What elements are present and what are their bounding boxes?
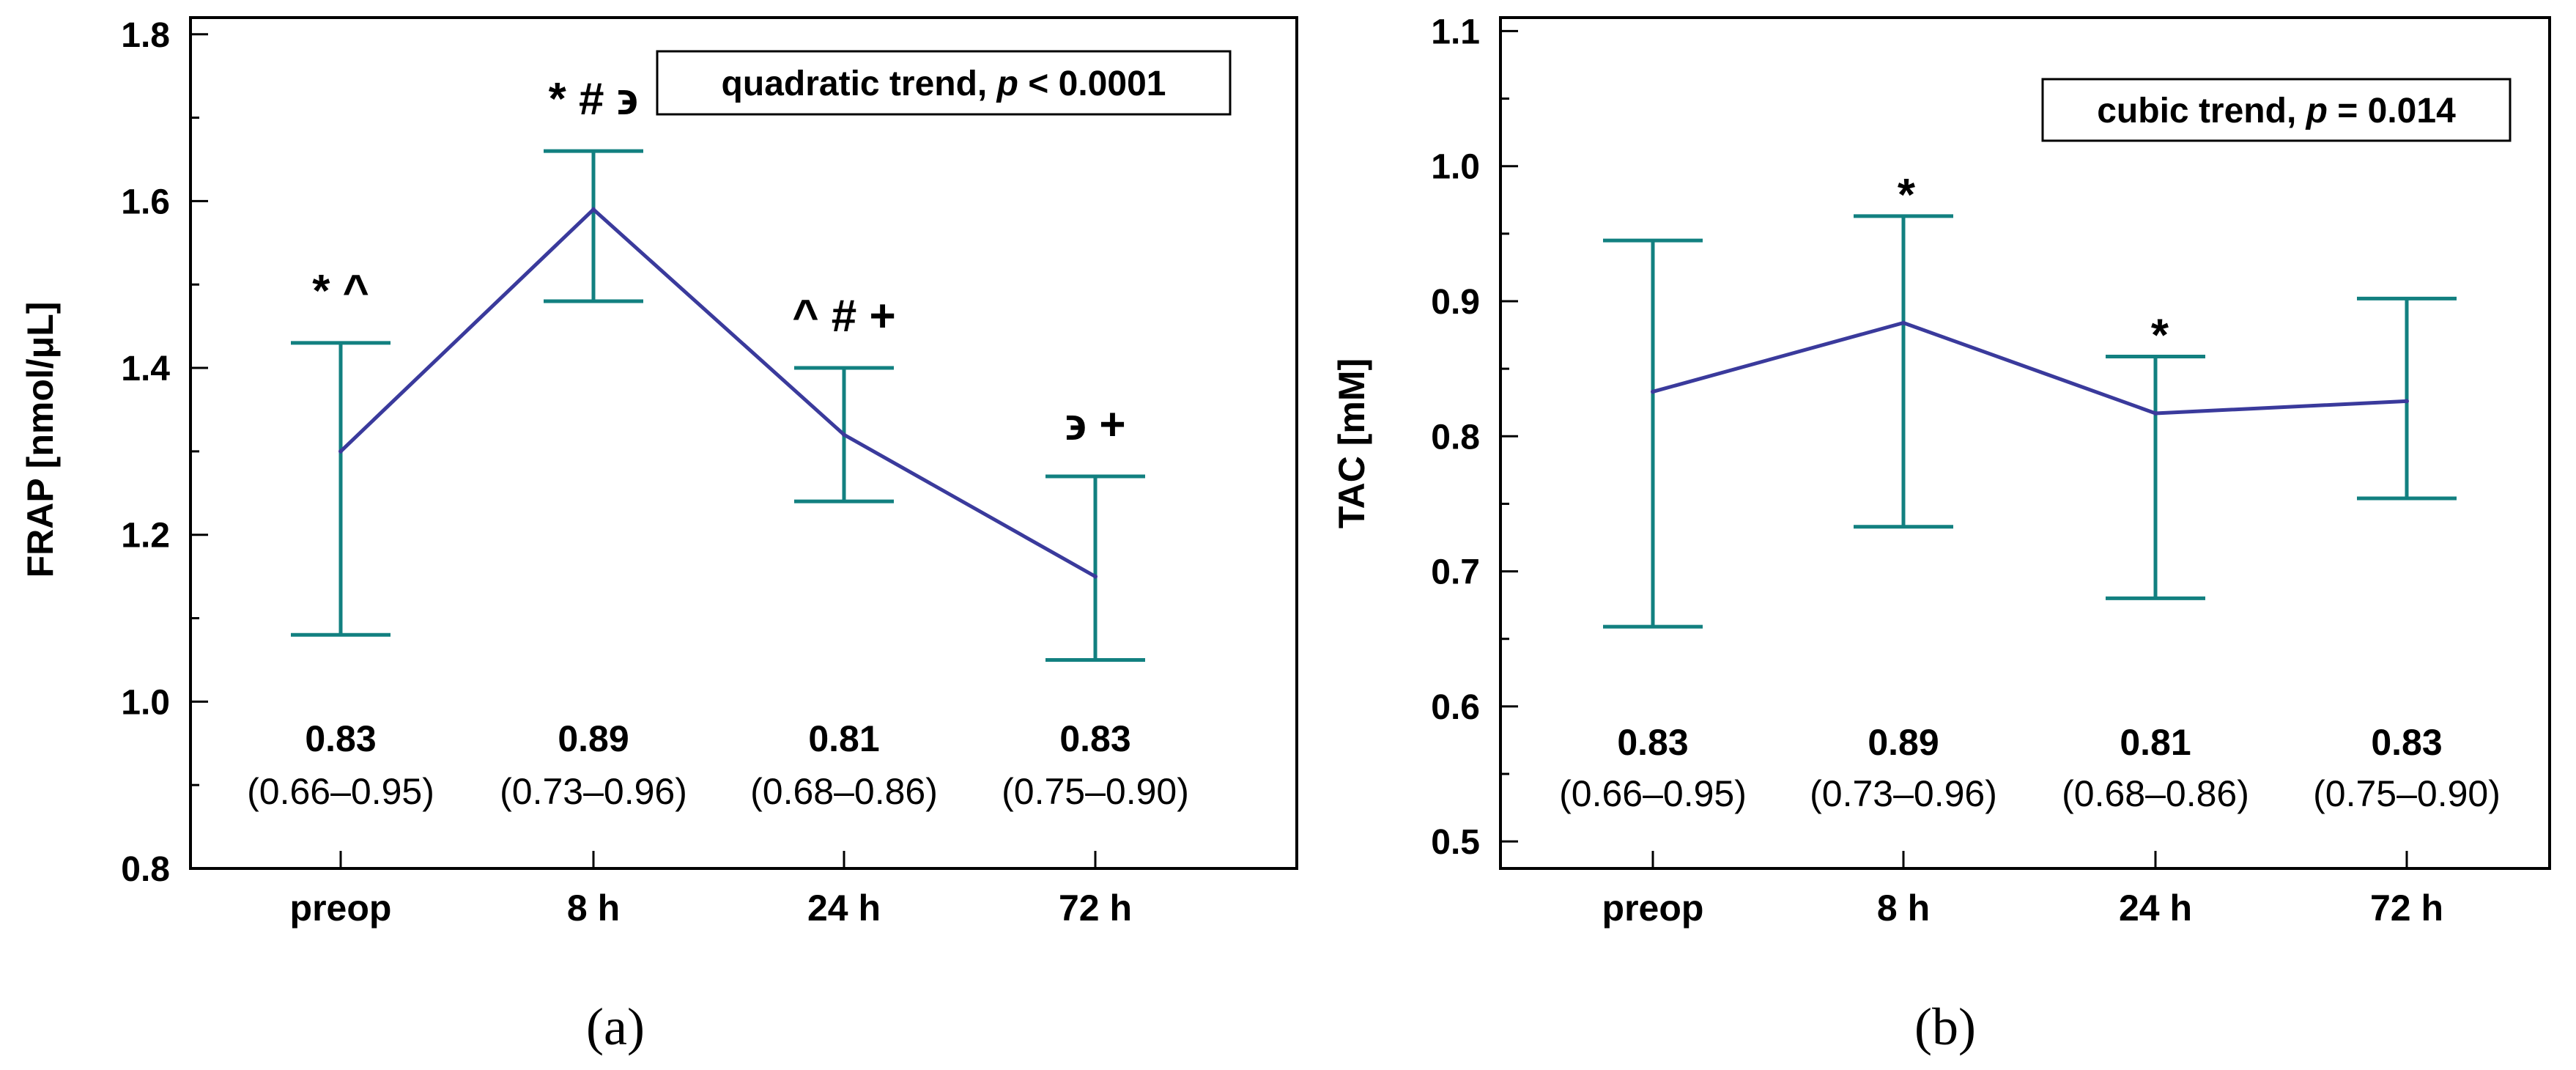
data-point [2153,410,2158,416]
trend-prefix: cubic trend, [2097,92,2306,130]
y-tick-label: 1.0 [121,683,170,722]
series-line [1652,320,2407,416]
data-point [338,449,343,454]
trend-annotation-box [656,50,1232,116]
range-label: (0.75–0.90) [2313,773,2501,814]
trend-annotation: quadratic trend, p < 0.0001 [722,64,1166,103]
plot-frame [1499,16,2551,870]
significance-marker: ϶ + [1065,399,1125,450]
trend-annotation: cubic trend, p = 0.014 [2097,92,2456,130]
y-tick-label: 0.5 [1431,823,1480,862]
y-tick-label: 1.8 [121,16,170,55]
y-tick-label: 0.9 [1431,283,1480,322]
median-label: 0.81 [808,718,879,759]
y-axis-title: TAC [mM] [1331,358,1372,528]
significance-marker: * # ϶ [549,74,639,125]
x-tick-label: preop [290,888,392,929]
data-point [1093,574,1098,579]
data-point [591,207,596,212]
trend-suffix: < 0.0001 [1018,64,1166,103]
series-line [339,207,1097,578]
chart-tac: 0.5 0.6 0.7 0.8 0.9 1.0 1.1 preop 8 h 24 h 72 h TAC… [1331,12,2551,1056]
x-tick-label: 24 h [807,888,881,929]
median-label: 0.83 [1059,718,1130,759]
data-point [2405,399,2409,404]
panel-label: (a) [586,997,645,1056]
plot-frame [189,16,1298,870]
range-label: (0.73–0.96) [1810,773,1997,814]
median-label: 0.89 [1868,722,1939,763]
chart-frap: 0.8 1.0 1.2 1.4 1.6 1.8 preop 8 h 24 h 72 h FRAP [… [20,16,1298,1056]
significance-marker: * [2151,311,2169,361]
range-label: (0.75–0.90) [1002,771,1189,812]
median-label: 0.81 [2120,722,2191,763]
trend-prefix: quadratic trend, [722,64,997,103]
significance-marker: * [1898,170,1916,221]
y-tick-label: 1.0 [1431,148,1480,187]
x-tick-label: 72 h [1059,888,1132,929]
range-label: (0.68–0.86) [750,771,938,812]
x-tick-label: 8 h [567,888,620,929]
trend-p: p [2305,92,2328,130]
range-label: (0.68–0.86) [2062,773,2249,814]
data-point [1651,389,1655,394]
y-tick-label: 0.6 [1431,688,1480,727]
y-tick-label: 0.7 [1431,553,1480,592]
trend-annotation-box [2041,78,2512,142]
x-tick-label: preop [1602,888,1704,929]
x-tick-label: 8 h [1877,888,1930,929]
x-tick-label: 24 h [2119,888,2192,929]
median-label: 0.89 [558,718,629,759]
y-tick-label: 1.6 [121,182,170,221]
median-label: 0.83 [1617,722,1688,763]
y-tick-label: 1.1 [1431,12,1480,51]
y-tick-label: 0.8 [121,850,170,889]
range-label: (0.73–0.96) [500,771,687,812]
median-label: 0.83 [2371,722,2442,763]
y-axis-title: FRAP [nmol/μL] [20,302,61,578]
median-label: 0.83 [305,718,376,759]
trend-suffix: = 0.014 [2328,92,2456,130]
range-label: (0.66–0.95) [1559,773,1747,814]
x-tick-label: 72 h [2370,888,2443,929]
significance-marker: * ^ [312,266,369,317]
data-point [842,432,846,438]
panel-label: (b) [1914,997,1976,1056]
data-point [1901,320,1906,325]
y-tick-label: 1.2 [121,517,170,556]
significance-marker: ^ # + [792,291,895,342]
range-label: (0.66–0.95) [247,771,434,812]
trend-p: p [996,64,1018,103]
y-tick-label: 0.8 [1431,418,1480,457]
y-tick-label: 1.4 [121,350,170,388]
